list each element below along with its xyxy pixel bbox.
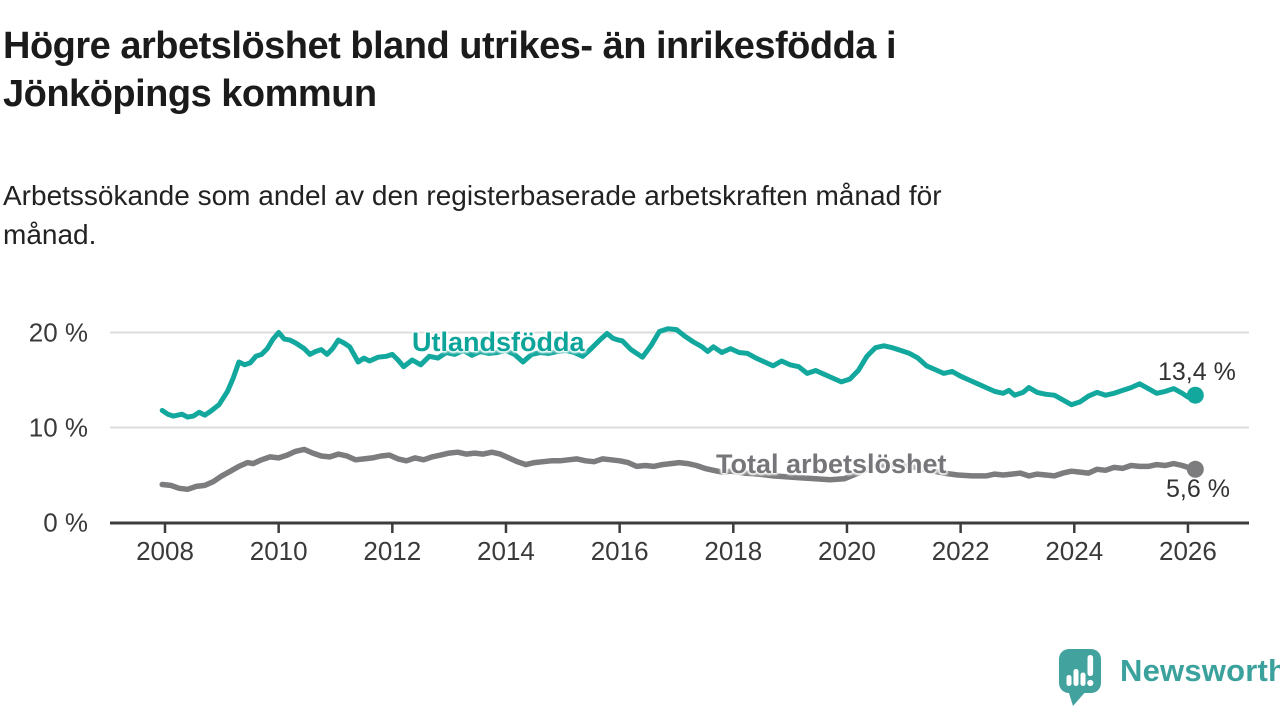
x-axis-tick-label: 2020 xyxy=(818,536,876,566)
end-value-label-total: 5,6 % xyxy=(1166,475,1230,503)
data-series-lines xyxy=(159,326,1199,493)
newsworthy-logo: Newsworthy xyxy=(1056,646,1280,710)
page-title: Högre arbetslöshet bland utrikes- än inr… xyxy=(3,22,1153,118)
y-axis-tick-label: 10 % xyxy=(29,413,88,443)
page-title-line-2: Jönköpings kommun xyxy=(3,73,377,115)
x-axis-tick-label: 2010 xyxy=(250,536,308,566)
x-axis-tick-label: 2014 xyxy=(477,536,535,566)
x-axis-tick-label: 2018 xyxy=(704,536,762,566)
y-axis-tick-label: 0 % xyxy=(43,508,88,538)
logo-bar-medium xyxy=(1073,669,1079,686)
chart-subtitle: Arbetssökande som andel av den registerb… xyxy=(3,176,1203,254)
gridlines xyxy=(110,331,1249,429)
series-line-total xyxy=(159,446,1199,493)
x-axis-tick-label: 2024 xyxy=(1045,536,1103,566)
x-axis-tick-label: 2022 xyxy=(932,536,990,566)
logo-exclamation-stem xyxy=(1087,655,1094,676)
series-line-utlandsfodda xyxy=(159,326,1198,420)
x-axis-tick-label: 2016 xyxy=(591,536,649,566)
page-title-line-1: Högre arbetslöshet bland utrikes- än inr… xyxy=(3,25,897,67)
logo-bar-tall xyxy=(1080,672,1086,686)
x-axis-tick-label: 2026 xyxy=(1159,536,1217,566)
chart-subtitle-line-2: månad. xyxy=(3,219,97,250)
x-axis xyxy=(110,521,1249,533)
x-axis-tick-label: 2008 xyxy=(136,536,194,566)
x-axis-tick-label: 2012 xyxy=(363,536,421,566)
y-axis-tick-labels: 0 % 10 % 20 % xyxy=(29,318,88,538)
newsworthy-logo-text: Newsworthy xyxy=(1120,653,1280,688)
x-axis-tick-labels: 2008 2010 2012 2014 2016 2018 2020 2022 2024 2026 xyxy=(136,536,1217,566)
y-axis-tick-label: 20 % xyxy=(29,318,88,348)
logo-exclamation-dot xyxy=(1087,679,1094,687)
series-end-dots xyxy=(1186,386,1204,478)
chart-subtitle-line-1: Arbetssökande som andel av den registerb… xyxy=(3,180,942,211)
end-dot-total xyxy=(1186,460,1204,478)
end-dot-utlandsfodda xyxy=(1186,386,1204,404)
series-label-utlandsfodda: Utlandsfödda xyxy=(412,327,585,357)
end-value-label-utlandsfodda: 13,4 % xyxy=(1158,358,1236,386)
logo-bar-small xyxy=(1066,675,1072,686)
newsworthy-logo-icon xyxy=(1059,649,1101,706)
series-label-total-arbetsloshet: Total arbetslöshet xyxy=(716,449,947,479)
